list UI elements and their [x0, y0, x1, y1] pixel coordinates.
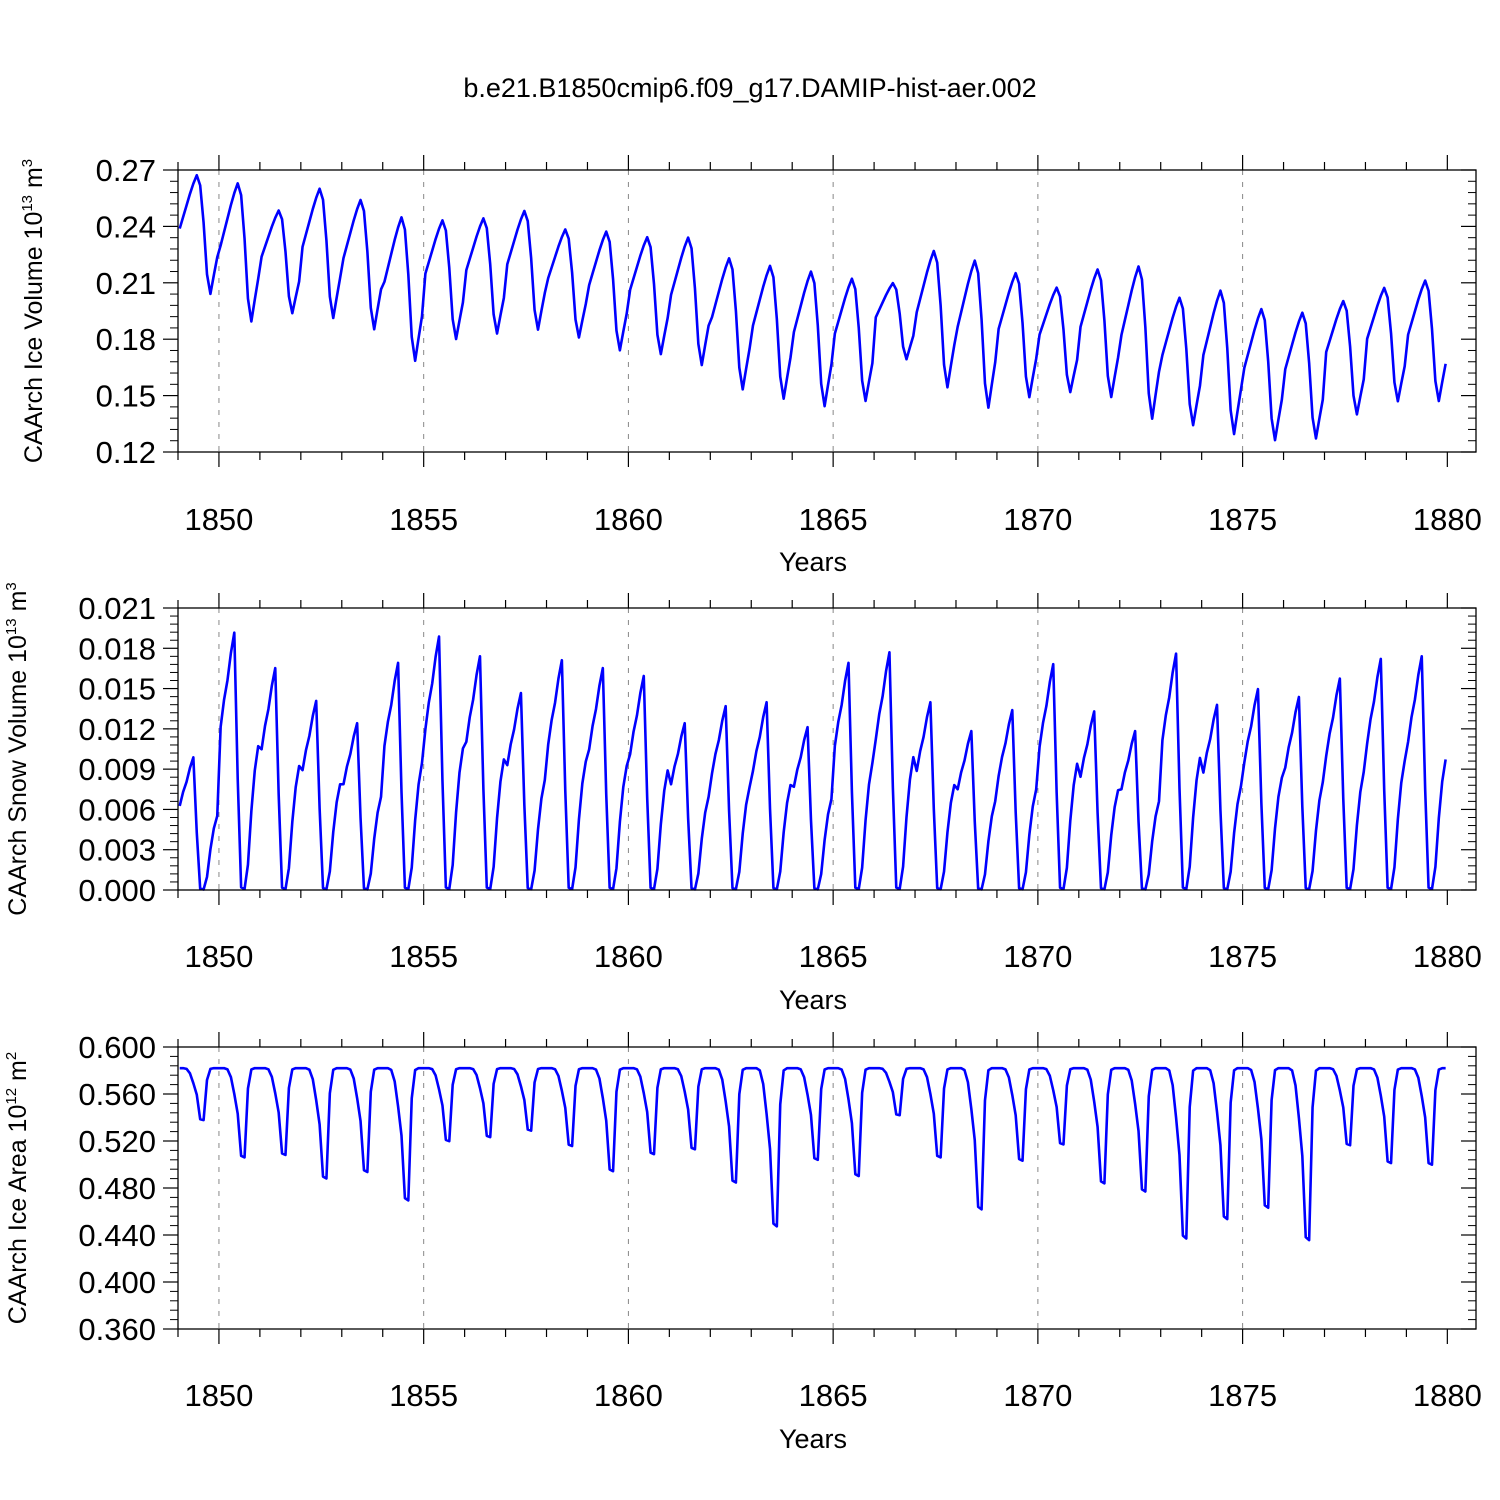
y-tick-label: 0.009: [78, 752, 156, 787]
x-tick-label: 1870: [1003, 939, 1072, 974]
y-tick-label: 0.015: [78, 672, 156, 707]
y-tick-label: 0.12: [96, 435, 156, 470]
y-tick-label: 0.15: [96, 379, 156, 414]
x-tick-label: 1875: [1208, 939, 1277, 974]
x-tick-label: 1855: [389, 1378, 458, 1413]
x-tick-label: 1850: [184, 1378, 253, 1413]
x-tick-label: 1855: [389, 939, 458, 974]
x-tick-label: 1860: [594, 1378, 663, 1413]
panel-1: 1850 1855 1860 1865 1870 1875 1880 0.12 0.15 0.18…: [19, 153, 1482, 577]
y-tick-label: 0.012: [78, 712, 156, 747]
y-tick-label: 0.27: [96, 153, 156, 188]
y-tick-label: 0.360: [78, 1312, 156, 1347]
y-tick-label: 0.018: [78, 631, 156, 666]
y-tick-label: 0.021: [78, 591, 156, 626]
plot-frame: [177, 607, 1477, 891]
y-tick-label: 0.520: [78, 1124, 156, 1159]
series-line: [178, 173, 1447, 442]
series-line: [178, 631, 1447, 891]
x-axis-title: Years: [779, 547, 847, 577]
y-tick-label: 0.560: [78, 1077, 156, 1112]
y-tick-label: 0.003: [78, 833, 156, 868]
x-tick-label: 1860: [594, 502, 663, 537]
y-tick-label: 0.24: [96, 209, 156, 244]
panel-3: 1850 1855 1860 1865 1870 1875 1880 0.360 0.400 0.…: [3, 1030, 1482, 1454]
x-tick-label: 1855: [389, 502, 458, 537]
x-tick-label: 1880: [1413, 502, 1482, 537]
y-tick-label: 0.440: [78, 1218, 156, 1253]
y-tick-label: 0.400: [78, 1265, 156, 1300]
x-axis-title: Years: [779, 1424, 847, 1454]
x-axis-title: Years: [779, 985, 847, 1015]
x-tick-label: 1880: [1413, 1378, 1482, 1413]
x-tick-label: 1875: [1208, 502, 1277, 537]
y-tick-label: 0.18: [96, 322, 156, 357]
x-tick-label: 1880: [1413, 939, 1482, 974]
x-tick-label: 1860: [594, 939, 663, 974]
panel-2: 1850 1855 1860 1865 1870 1875 1880 0.000 0.003 0.…: [3, 582, 1482, 1015]
y-tick-label: 0.600: [78, 1030, 156, 1065]
x-tick-label: 1865: [799, 1378, 868, 1413]
x-tick-label: 1850: [184, 502, 253, 537]
y-axis-title: CAArch Ice Area 1012 m2: [3, 1052, 32, 1324]
x-tick-label: 1865: [799, 939, 868, 974]
y-tick-label: 0.480: [78, 1171, 156, 1206]
x-tick-label: 1865: [799, 502, 868, 537]
y-tick-label: 0.006: [78, 792, 156, 827]
x-tick-label: 1875: [1208, 1378, 1277, 1413]
x-tick-label: 1870: [1003, 502, 1072, 537]
y-tick-label: 0.000: [78, 873, 156, 908]
y-tick-label: 0.21: [96, 266, 156, 301]
series-line: [179, 1066, 1446, 1242]
plot-frame: [177, 169, 1477, 453]
y-axis-title: CAArch Snow Volume 1013 m3: [3, 582, 32, 916]
x-tick-label: 1850: [184, 939, 253, 974]
x-tick-label: 1870: [1003, 1378, 1072, 1413]
chart-title: b.e21.B1850cmip6.f09_g17.DAMIP-hist-aer.…: [463, 73, 1036, 103]
y-axis-title: CAArch Ice Volume 1013 m3: [19, 159, 48, 463]
